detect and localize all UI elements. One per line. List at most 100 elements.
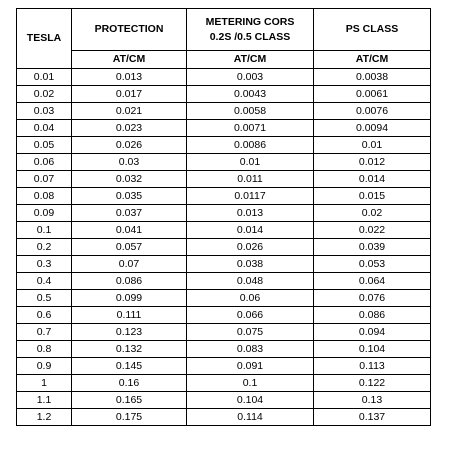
cell-ps-class: 0.053 [313,255,431,273]
cell-tesla: 0.1 [16,221,72,239]
cell-tesla: 1.2 [16,408,72,426]
table-row: 0.01 0.013 0.003 0.0038 [16,68,431,86]
table-row: 0.7 0.123 0.075 0.094 [16,323,431,341]
cell-protection: 0.111 [71,306,187,324]
cell-tesla: 0.7 [16,323,72,341]
table-row: 0.3 0.07 0.038 0.053 [16,255,431,273]
table-row: 0.06 0.03 0.01 0.012 [16,153,431,171]
cell-metering: 0.0043 [186,85,314,103]
cell-protection: 0.132 [71,340,187,358]
cell-ps-class: 0.076 [313,289,431,307]
table-row: 0.1 0.041 0.014 0.022 [16,221,431,239]
cell-tesla: 0.03 [16,102,72,120]
cell-protection: 0.175 [71,408,187,426]
cell-tesla: 0.07 [16,170,72,188]
table-row: 0.08 0.035 0.0117 0.015 [16,187,431,205]
table-row: 0.8 0.132 0.083 0.104 [16,340,431,358]
cell-ps-class: 0.0094 [313,119,431,137]
header-metering-line1: METERING CORS [205,15,295,28]
cell-protection: 0.145 [71,357,187,375]
table-row: 1.1 0.165 0.104 0.13 [16,391,431,409]
cell-ps-class: 0.113 [313,357,431,375]
table-row: 0.5 0.099 0.06 0.076 [16,289,431,307]
table-row: 0.05 0.026 0.0086 0.01 [16,136,431,154]
cell-tesla: 1 [16,374,72,392]
cell-ps-class: 0.0061 [313,85,431,103]
cell-tesla: 0.06 [16,153,72,171]
unit-protection: AT/CM [71,50,187,69]
cell-metering: 0.038 [186,255,314,273]
cell-protection: 0.013 [71,68,187,86]
cell-metering: 0.0117 [186,187,314,205]
cell-protection: 0.037 [71,204,187,222]
cell-metering: 0.083 [186,340,314,358]
table-row: 0.07 0.032 0.011 0.014 [16,170,431,188]
cell-metering: 0.0071 [186,119,314,137]
cell-ps-class: 0.0076 [313,102,431,120]
cell-ps-class: 0.01 [313,136,431,154]
cell-protection: 0.023 [71,119,187,137]
cell-tesla: 0.02 [16,85,72,103]
magnetization-table: TESLA PROTECTION METERING CORS 0.2S /0.5… [16,8,431,426]
cell-tesla: 0.9 [16,357,72,375]
cell-tesla: 0.08 [16,187,72,205]
cell-ps-class: 0.02 [313,204,431,222]
cell-metering: 0.075 [186,323,314,341]
cell-tesla: 0.2 [16,238,72,256]
cell-tesla: 0.05 [16,136,72,154]
header-tesla: TESLA [16,8,72,69]
table-row: 0.03 0.021 0.0058 0.0076 [16,102,431,120]
cell-tesla: 0.8 [16,340,72,358]
cell-ps-class: 0.0038 [313,68,431,86]
units-row: AT/CM AT/CM AT/CM [17,50,431,69]
cell-ps-class: 0.015 [313,187,431,205]
cell-protection: 0.16 [71,374,187,392]
cell-protection: 0.03 [71,153,187,171]
cell-tesla: 1.1 [16,391,72,409]
cell-ps-class: 0.086 [313,306,431,324]
cell-tesla: 0.3 [16,255,72,273]
table-row: 1.2 0.175 0.114 0.137 [16,408,431,426]
cell-tesla: 0.6 [16,306,72,324]
unit-ps-class: AT/CM [313,50,431,69]
cell-ps-class: 0.137 [313,408,431,426]
cell-protection: 0.026 [71,136,187,154]
cell-tesla: 0.01 [16,68,72,86]
cell-metering: 0.114 [186,408,314,426]
cell-protection: 0.057 [71,238,187,256]
cell-protection: 0.041 [71,221,187,239]
cell-metering: 0.0058 [186,102,314,120]
table-row: 0.02 0.017 0.0043 0.0061 [16,85,431,103]
cell-ps-class: 0.064 [313,272,431,290]
cell-ps-class: 0.13 [313,391,431,409]
table-row: 0.09 0.037 0.013 0.02 [16,204,431,222]
cell-metering: 0.0086 [186,136,314,154]
cell-ps-class: 0.012 [313,153,431,171]
unit-metering: AT/CM [186,50,314,69]
cell-ps-class: 0.104 [313,340,431,358]
cell-ps-class: 0.014 [313,170,431,188]
cell-metering: 0.06 [186,289,314,307]
cell-metering: 0.048 [186,272,314,290]
table-row: 0.04 0.023 0.0071 0.0094 [16,119,431,137]
table-body: 0.01 0.013 0.003 0.0038 0.02 0.017 0.0043 0.006… [16,68,431,426]
cell-protection: 0.165 [71,391,187,409]
cell-ps-class: 0.122 [313,374,431,392]
cell-metering: 0.01 [186,153,314,171]
table-row: 0.2 0.057 0.026 0.039 [16,238,431,256]
table-row: 0.4 0.086 0.048 0.064 [16,272,431,290]
header-row: TESLA PROTECTION METERING CORS 0.2S /0.5… [16,8,431,69]
header-metering: METERING CORS 0.2S /0.5 CLASS [186,8,314,51]
cell-metering: 0.104 [186,391,314,409]
cell-metering: 0.1 [186,374,314,392]
cell-ps-class: 0.039 [313,238,431,256]
cell-metering: 0.003 [186,68,314,86]
table-row: 0.9 0.145 0.091 0.113 [16,357,431,375]
cell-protection: 0.017 [71,85,187,103]
cell-metering: 0.066 [186,306,314,324]
cell-protection: 0.032 [71,170,187,188]
cell-tesla: 0.5 [16,289,72,307]
header-protection: PROTECTION [71,8,187,51]
cell-protection: 0.021 [71,102,187,120]
cell-ps-class: 0.022 [313,221,431,239]
